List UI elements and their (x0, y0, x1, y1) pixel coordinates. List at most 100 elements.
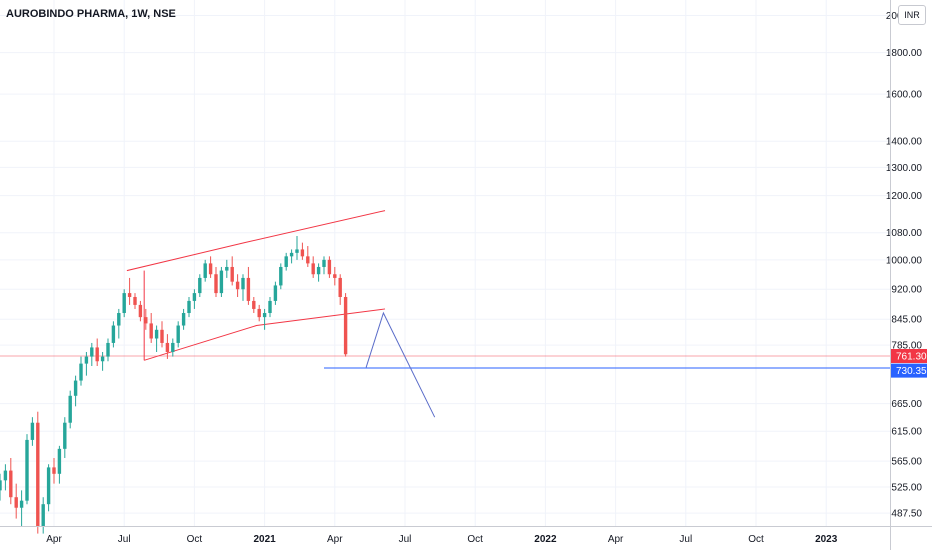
candle (30, 417, 35, 446)
candle-body (90, 347, 94, 357)
grid-layer (0, 0, 890, 526)
candle-body (127, 293, 132, 297)
candle-body (279, 266, 283, 286)
candle-body (246, 277, 251, 301)
candle-body (41, 504, 45, 526)
candle-body (198, 277, 202, 294)
candle-body (333, 274, 337, 278)
candle-body (219, 270, 224, 294)
candle-body (133, 296, 137, 305)
y-tick-label: 1200.00 (886, 191, 923, 202)
candle-body (165, 342, 170, 352)
x-tick-label: Oct (187, 534, 203, 545)
candle-body (144, 317, 148, 324)
candle-body (311, 263, 315, 275)
candle-body (0, 480, 2, 491)
candle (338, 274, 342, 305)
y-tick-label: 565.00 (891, 457, 922, 468)
y-tick-label: 665.00 (891, 399, 922, 410)
candle (154, 325, 159, 352)
candle-body (30, 422, 35, 440)
candle-body (171, 342, 175, 352)
candle (3, 464, 8, 491)
candle (187, 296, 191, 318)
candle-body (268, 300, 272, 314)
candle-body (111, 325, 116, 343)
candle (138, 300, 143, 322)
candle-body (262, 313, 267, 318)
candle (181, 308, 186, 330)
candle-body (149, 323, 153, 339)
candle-body (241, 277, 245, 290)
y-tick-label: 845.00 (891, 315, 922, 326)
candle (246, 266, 251, 305)
candle-body (181, 313, 186, 326)
x-tick-label: 2021 (253, 534, 276, 545)
candle-body (138, 304, 143, 318)
candle-layer (0, 235, 348, 534)
currency-button[interactable]: INR (898, 5, 926, 25)
candle-body (214, 274, 218, 294)
candle-body (100, 356, 105, 362)
candle (322, 256, 326, 275)
candle (111, 321, 116, 348)
candle-body (68, 395, 72, 423)
candle (252, 296, 256, 314)
candle-body (73, 380, 78, 396)
candle-body (57, 448, 62, 474)
candle (57, 445, 62, 484)
candle (268, 296, 272, 318)
y-tick-label: 615.00 (891, 427, 922, 438)
y-tick-label: 1300.00 (886, 163, 923, 174)
candle (257, 304, 261, 322)
candle (117, 308, 121, 339)
candle-body (187, 300, 191, 314)
candle-body (52, 467, 56, 474)
candle (235, 274, 240, 297)
candle-body (203, 263, 207, 278)
candle (36, 411, 40, 534)
candle-body (230, 266, 234, 282)
candle (84, 351, 89, 376)
x-tick-label: Jul (118, 534, 131, 545)
candle (68, 390, 72, 429)
candle-body (176, 325, 180, 343)
candle (289, 249, 294, 264)
candle-body (25, 439, 29, 501)
x-tick-label: Apr (608, 534, 624, 545)
candle-body (273, 285, 278, 301)
candle (192, 289, 197, 309)
candle (327, 256, 332, 278)
candle (63, 417, 67, 458)
candle (46, 464, 51, 512)
candle (295, 235, 299, 260)
y-tick-label: 1800.00 (886, 48, 923, 59)
candle (279, 263, 283, 290)
candle (149, 313, 153, 343)
candle-body (36, 422, 40, 526)
candle (219, 266, 224, 297)
candle-body (160, 329, 164, 343)
candle-body (154, 329, 159, 339)
candle-body (306, 256, 310, 264)
price-badge: 761.30 (891, 348, 927, 363)
candle-body (316, 266, 321, 275)
y-tick-label: 785.00 (891, 341, 922, 352)
candle-body (84, 356, 89, 364)
candle (171, 338, 175, 357)
candle-body (338, 277, 342, 297)
candle (333, 266, 337, 286)
candle-body (322, 259, 326, 267)
candle-body (63, 422, 67, 449)
y-tick-label: 1400.00 (886, 137, 923, 148)
candle (25, 434, 29, 505)
channel-line (126, 210, 386, 272)
candle (9, 457, 13, 505)
candle (165, 334, 170, 359)
candle (306, 246, 310, 267)
price-badge: 730.35 (891, 363, 927, 378)
candle-body (95, 347, 99, 362)
